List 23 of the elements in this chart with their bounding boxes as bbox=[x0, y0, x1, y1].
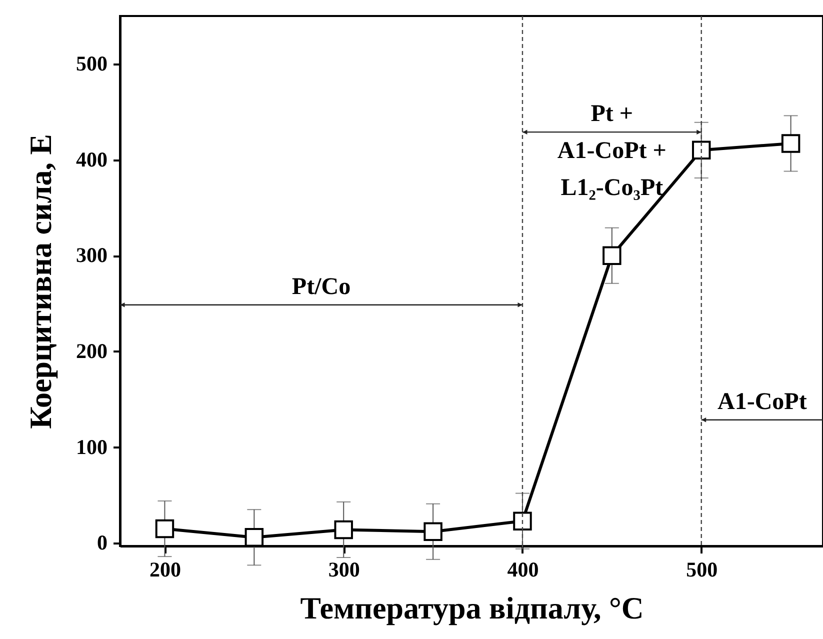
x-tick-label: 300 bbox=[328, 558, 360, 582]
point bbox=[781, 134, 800, 153]
point bbox=[334, 520, 353, 540]
annotation: Pt + A1-CoPt + L1₂-Co₃Pt bbox=[557, 101, 666, 202]
point bbox=[692, 140, 711, 160]
point bbox=[513, 512, 532, 530]
point bbox=[244, 528, 264, 547]
y-axis-title: Коерцитивна сила, Е bbox=[23, 134, 58, 429]
y-tick-label: 200 bbox=[76, 338, 108, 363]
x-tick-label: 200 bbox=[149, 558, 181, 582]
point bbox=[602, 246, 622, 265]
x-axis-title: Температура відпалу, °C bbox=[300, 590, 644, 626]
x-tick-label: 500 bbox=[686, 558, 718, 582]
y-tick-label: 500 bbox=[76, 51, 108, 76]
annotation: Pt/Co bbox=[292, 274, 351, 300]
y-tick-label: 300 bbox=[76, 243, 108, 268]
y-tick-label: 400 bbox=[76, 147, 108, 172]
annotation: A1-CoPt bbox=[718, 388, 807, 415]
y-tick-label: 100 bbox=[76, 434, 108, 459]
point bbox=[155, 519, 174, 538]
point bbox=[424, 522, 442, 541]
x-tick-label: 400 bbox=[507, 558, 539, 582]
y-tick-label: 0 bbox=[97, 530, 108, 555]
